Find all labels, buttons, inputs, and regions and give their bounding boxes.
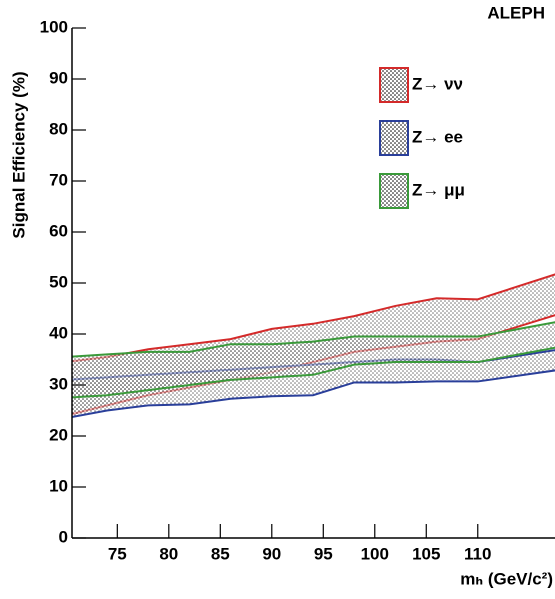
x-tick-label: 90 bbox=[262, 544, 281, 563]
y-axis-label: Signal Efficiency (%) bbox=[9, 71, 28, 238]
legend-swatch bbox=[379, 120, 409, 156]
x-tick-label: 75 bbox=[108, 544, 127, 563]
y-tick-label: 70 bbox=[49, 170, 68, 189]
legend-label: Z→ ee bbox=[412, 127, 463, 146]
legend-label: Z→ νν bbox=[412, 74, 463, 93]
band-upper bbox=[72, 273, 555, 363]
y-tick-label: 100 bbox=[40, 17, 68, 36]
plot-area bbox=[72, 273, 555, 419]
legend-swatch bbox=[379, 173, 409, 209]
chart-title: ALEPH bbox=[487, 3, 545, 22]
y-tick-label: 30 bbox=[49, 374, 68, 393]
band-fill bbox=[72, 322, 555, 398]
y-tick-label: 50 bbox=[49, 272, 68, 291]
x-tick-label: 80 bbox=[159, 544, 178, 563]
y-tick-label: 90 bbox=[49, 68, 68, 87]
x-tick-label: 100 bbox=[361, 544, 389, 563]
x-tick-label: 85 bbox=[211, 544, 230, 563]
band-lower bbox=[72, 369, 555, 419]
band-fill bbox=[72, 350, 555, 418]
x-axis-label: mₕ (GeV/c²) bbox=[460, 569, 553, 588]
band-lower bbox=[72, 346, 555, 399]
y-tick-label: 10 bbox=[49, 476, 68, 495]
x-tick-label: 95 bbox=[314, 544, 333, 563]
legend-swatch bbox=[379, 67, 409, 103]
y-tick-label: 80 bbox=[49, 119, 68, 138]
y-tick-label: 20 bbox=[49, 425, 68, 444]
x-tick-label: 105 bbox=[412, 544, 440, 563]
y-tick-label: 60 bbox=[49, 221, 68, 240]
legend-label: Z→ μμ bbox=[412, 180, 465, 199]
y-tick-label: 0 bbox=[59, 527, 68, 546]
band-upper bbox=[72, 321, 555, 358]
x-tick-label: 110 bbox=[464, 544, 491, 563]
y-tick-label: 40 bbox=[49, 323, 68, 342]
